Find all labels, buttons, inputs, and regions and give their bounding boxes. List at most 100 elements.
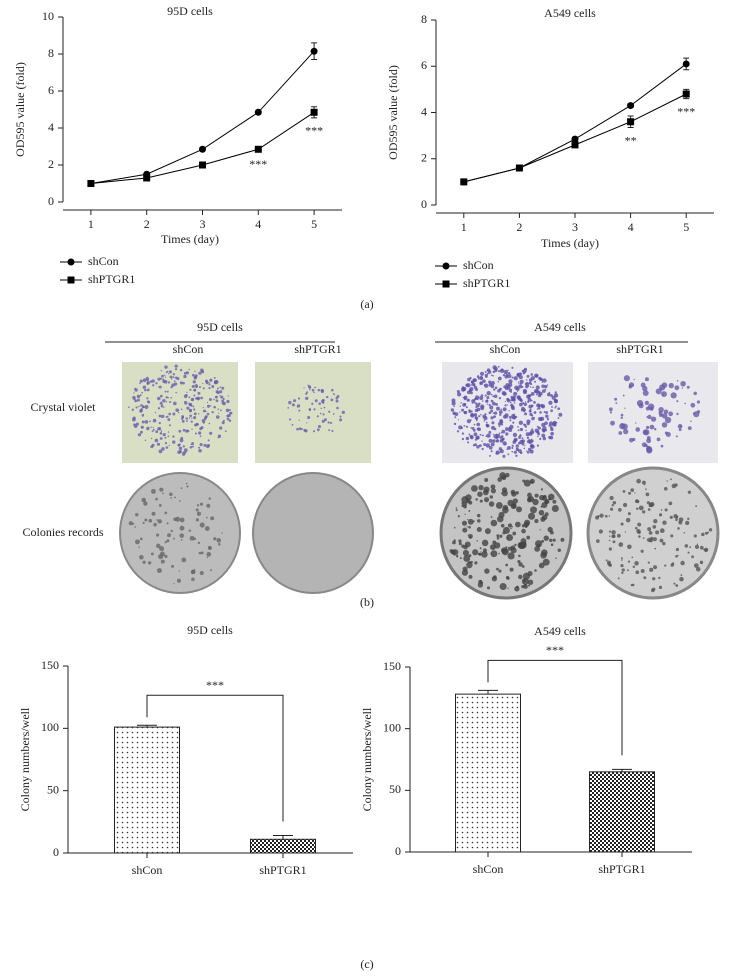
photo-speck xyxy=(523,479,531,487)
photo-speck xyxy=(511,446,514,450)
photo-speck xyxy=(519,402,523,407)
photo-speck xyxy=(526,439,531,444)
group-title: A549 cells xyxy=(534,320,586,334)
photo-speck xyxy=(167,397,169,399)
photo-speck xyxy=(536,403,541,408)
photo-speck xyxy=(287,406,290,409)
photo-speck xyxy=(329,421,333,425)
marker xyxy=(442,280,450,288)
photo-speck xyxy=(645,406,650,411)
photo-speck xyxy=(474,438,477,441)
photo-speck xyxy=(473,432,478,437)
photo-speck xyxy=(507,523,513,528)
photo-speck xyxy=(468,409,471,412)
photo-speck xyxy=(181,417,184,420)
photo-speck xyxy=(620,522,624,526)
y-tick-label: 8 xyxy=(421,12,427,26)
photo-speck xyxy=(205,444,210,449)
photo-speck xyxy=(490,550,498,558)
photo-speck xyxy=(501,429,506,434)
photo-speck xyxy=(190,405,193,407)
photo-speck xyxy=(128,406,130,408)
photo-speck xyxy=(472,429,476,432)
photo-speck xyxy=(214,395,218,399)
y-tick-label: 150 xyxy=(383,659,401,673)
photo-speck xyxy=(531,399,533,402)
photo-speck xyxy=(206,503,211,508)
photo-speck xyxy=(486,391,491,396)
x-tick-label: 3 xyxy=(200,217,206,231)
photo-speck xyxy=(522,369,527,374)
photo-speck xyxy=(513,391,518,396)
photo-speck xyxy=(475,406,478,409)
photo-speck xyxy=(504,404,507,407)
photo-speck xyxy=(543,411,546,414)
legend-label: shCon xyxy=(463,258,494,272)
photo-speck xyxy=(320,388,324,392)
photo-speck xyxy=(492,433,494,436)
photo-speck xyxy=(484,478,489,482)
photo-speck xyxy=(472,444,476,447)
photo-speck xyxy=(474,416,478,420)
photo-speck xyxy=(490,519,498,527)
photo-speck xyxy=(206,551,212,557)
photo-speck xyxy=(652,537,657,542)
photo-speck xyxy=(206,412,210,416)
photo-speck xyxy=(164,376,167,378)
photo-speck xyxy=(453,405,455,408)
photo-speck xyxy=(511,376,514,379)
photo-speck xyxy=(498,425,501,428)
photo-speck xyxy=(139,379,143,383)
photo-speck xyxy=(470,419,472,421)
photo-speck xyxy=(489,544,496,551)
photo-speck xyxy=(670,392,677,399)
photo-speck xyxy=(135,513,139,517)
photo-speck xyxy=(308,388,311,391)
photo-speck xyxy=(545,414,549,418)
photo-speck xyxy=(454,416,457,419)
photo-speck xyxy=(227,395,229,397)
photo-speck xyxy=(642,390,649,397)
photo-speck xyxy=(466,561,473,569)
photo-speck xyxy=(555,421,558,424)
photo-speck xyxy=(306,391,309,394)
photo-speck xyxy=(518,382,520,385)
photo-speck xyxy=(510,399,513,402)
photo-speck xyxy=(555,557,557,559)
photo-speck xyxy=(489,454,491,457)
marker xyxy=(310,108,318,116)
x-tick-label: 5 xyxy=(683,220,689,234)
photo-speck xyxy=(662,541,666,546)
photo-speck xyxy=(522,579,526,583)
photo-speck xyxy=(482,548,488,553)
photo-speck xyxy=(470,384,473,386)
photo-speck xyxy=(676,380,679,382)
photo-speck xyxy=(517,425,519,428)
photo-speck xyxy=(661,422,668,428)
photo-speck xyxy=(495,402,498,406)
x-tick-label: 2 xyxy=(144,217,150,231)
photo-speck xyxy=(138,405,140,408)
photo-speck xyxy=(606,560,611,565)
photo-crystal-violet xyxy=(255,362,371,463)
photo-speck xyxy=(172,435,175,438)
photo-speck xyxy=(314,399,318,403)
photo-speck xyxy=(514,521,521,528)
photo-speck xyxy=(499,582,507,591)
photo-speck xyxy=(681,387,684,389)
photo-speck xyxy=(620,416,623,419)
photo-speck xyxy=(213,376,216,379)
photo-speck xyxy=(463,425,466,427)
photo-speck xyxy=(504,400,507,403)
photo-speck xyxy=(180,487,183,489)
photo-speck xyxy=(199,522,205,528)
photo-speck xyxy=(497,422,502,426)
photo-speck xyxy=(152,428,155,431)
photo-speck xyxy=(498,569,502,573)
photo-speck xyxy=(186,485,189,488)
photo-speck xyxy=(525,429,527,432)
significance: *** xyxy=(677,104,695,118)
photo-speck xyxy=(193,537,197,541)
photo-speck xyxy=(188,368,190,371)
photo-speck xyxy=(473,399,475,402)
